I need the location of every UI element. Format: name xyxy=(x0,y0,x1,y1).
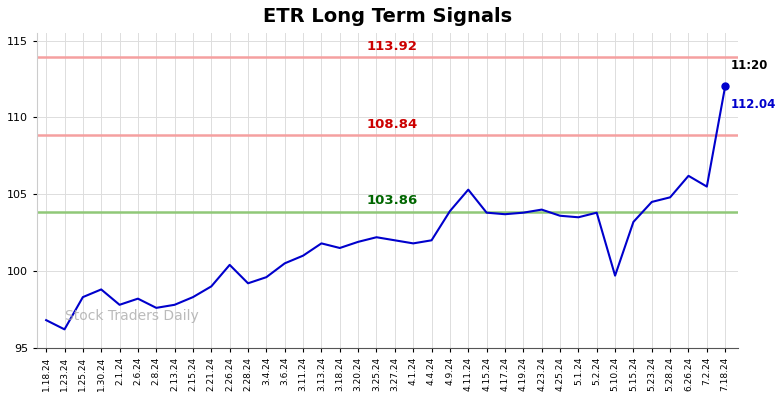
Text: 11:20: 11:20 xyxy=(731,59,768,72)
Title: ETR Long Term Signals: ETR Long Term Signals xyxy=(263,7,512,26)
Text: 108.84: 108.84 xyxy=(366,118,418,131)
Text: 112.04: 112.04 xyxy=(731,98,776,111)
Text: 113.92: 113.92 xyxy=(366,40,417,53)
Text: 103.86: 103.86 xyxy=(366,195,418,207)
Text: Stock Traders Daily: Stock Traders Daily xyxy=(65,308,199,323)
